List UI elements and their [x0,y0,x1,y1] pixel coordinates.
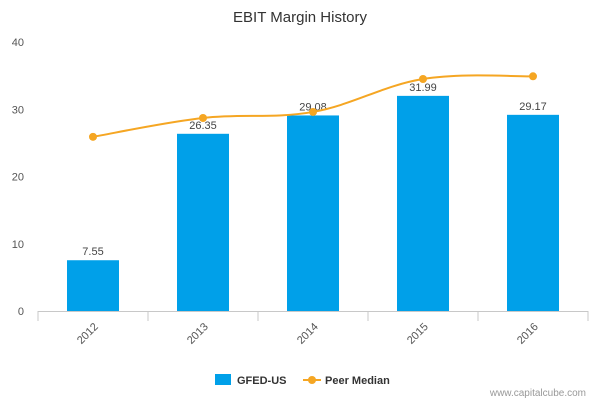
chart-title: EBIT Margin History [233,9,367,26]
bar-series [67,95,559,311]
x-tick-label: 2016 [515,321,541,347]
y-tick-label: 20 [12,172,24,184]
legend-swatch-gfed-us [215,374,231,385]
y-tick-label: 0 [18,306,24,318]
x-axis: 2012 2013 2014 2015 2016 [37,311,589,347]
legend: GFED-US Peer Median [215,374,390,387]
bar-2012 [67,260,119,311]
bar-data-label: 26.35 [189,120,217,132]
bar-2015 [397,95,449,311]
legend-marker-peer-median [308,376,316,384]
x-tick-label: 2013 [185,321,211,347]
bar-data-label: 31.99 [409,82,437,94]
x-tick-label: 2012 [75,321,101,347]
peer-median-point-2015 [419,74,427,83]
line-series [89,72,537,141]
y-tick-label: 30 [12,104,24,116]
peer-median-point-2016 [529,72,537,81]
peer-median-point-2014 [309,107,317,116]
peer-median-point-2013 [199,113,207,122]
x-tick-label: 2014 [295,321,321,347]
bar-data-label: 29.17 [519,101,547,113]
peer-median-point-2012 [89,132,97,141]
bar-data-label: 7.55 [82,246,103,258]
y-axis: 0 10 20 30 40 [12,37,24,318]
y-tick-label: 40 [12,37,24,49]
credit-text: www.capitalcube.com [489,388,586,399]
y-tick-label: 10 [12,239,24,251]
legend-label-peer-median: Peer Median [325,375,390,387]
bar-2014 [287,115,339,311]
x-tick-label: 2015 [405,321,431,347]
legend-label-gfed-us: GFED-US [237,375,287,387]
bar-2013 [177,133,229,311]
bar-2016 [507,114,559,311]
